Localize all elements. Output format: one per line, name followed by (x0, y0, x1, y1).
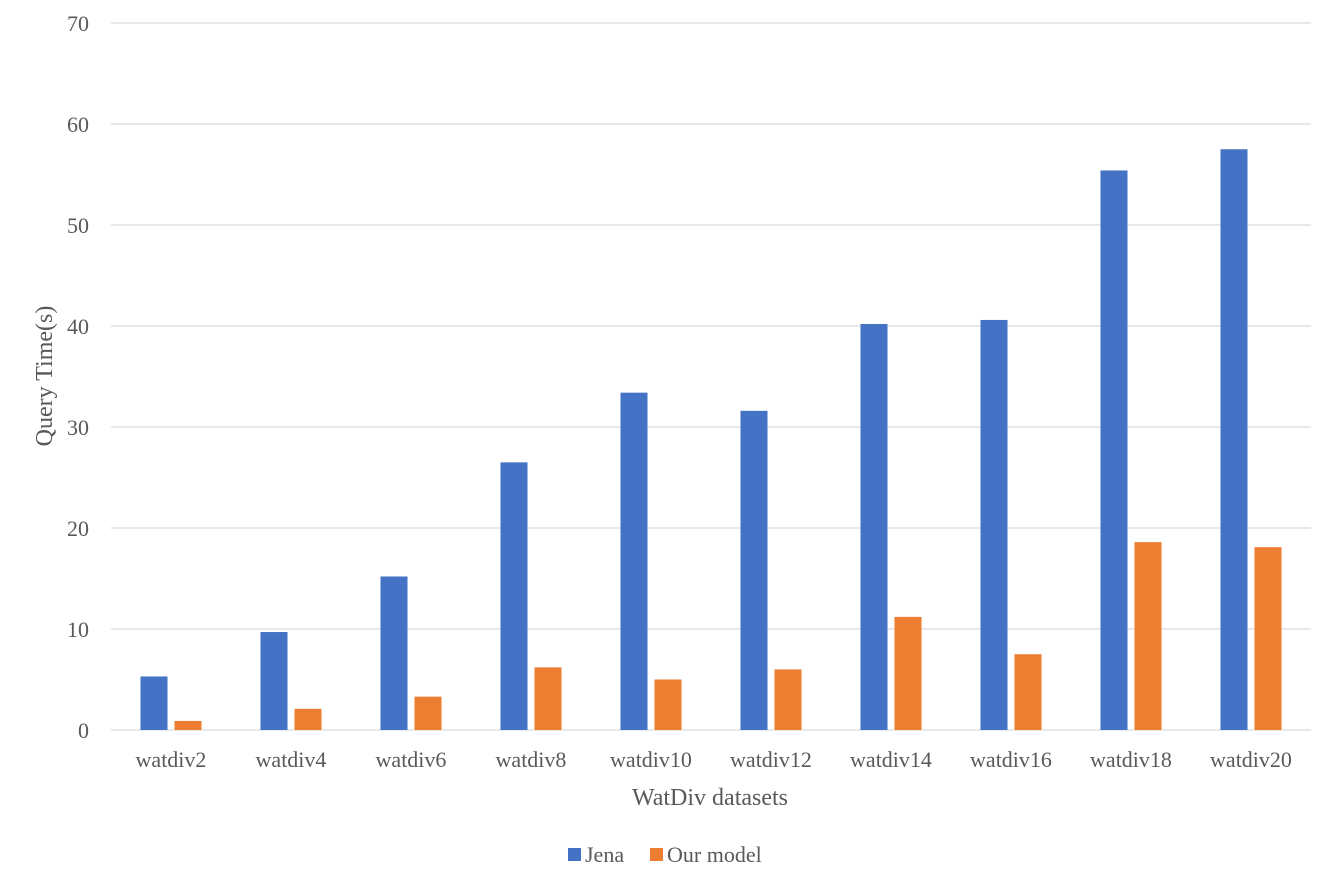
y-tick-label: 30 (67, 415, 89, 440)
bar-our-model-watdiv20 (1254, 547, 1282, 730)
legend-swatch (650, 848, 663, 861)
y-tick-label: 40 (67, 314, 89, 339)
y-axis-ticks: 0 10 20 30 40 50 60 70 (67, 11, 89, 743)
x-tick-label: watdiv8 (496, 747, 567, 772)
bar-jena-watdiv12 (740, 410, 768, 730)
bar-our-model-watdiv10 (654, 679, 682, 730)
legend: Jena Our model (568, 842, 762, 867)
bar-our-model-watdiv14 (894, 616, 922, 730)
bar-jena-watdiv6 (380, 576, 408, 730)
bar-jena-watdiv16 (980, 319, 1008, 730)
bar-jena-watdiv8 (500, 462, 528, 730)
y-tick-label: 50 (67, 213, 89, 238)
x-tick-label: watdiv18 (1090, 747, 1172, 772)
y-axis-title: Query Time(s) (32, 306, 58, 447)
y-tick-label: 60 (67, 112, 89, 137)
bar-our-model-watdiv8 (534, 667, 562, 730)
bar-our-model-watdiv4 (294, 708, 322, 730)
bar-jena-watdiv4 (260, 632, 288, 730)
bar-jena-watdiv2 (140, 676, 168, 730)
x-tick-label: watdiv20 (1210, 747, 1292, 772)
x-tick-label: watdiv2 (136, 747, 207, 772)
x-tick-label: watdiv6 (376, 747, 447, 772)
x-tick-label: watdiv16 (970, 747, 1052, 772)
bars (140, 149, 1282, 730)
bar-our-model-watdiv12 (774, 669, 802, 730)
x-tick-label: watdiv4 (256, 747, 327, 772)
y-tick-label: 20 (67, 516, 89, 541)
legend-swatch (568, 848, 581, 861)
x-tick-label: watdiv14 (850, 747, 932, 772)
bar-jena-watdiv20 (1220, 149, 1248, 730)
bar-jena-watdiv18 (1100, 170, 1128, 730)
bar-our-model-watdiv18 (1134, 542, 1162, 730)
x-axis-title: WatDiv datasets (632, 785, 788, 811)
bar-jena-watdiv14 (860, 323, 888, 730)
y-tick-label: 10 (67, 617, 89, 642)
x-tick-label: watdiv12 (730, 747, 812, 772)
x-tick-label: watdiv10 (610, 747, 692, 772)
bar-our-model-watdiv16 (1014, 654, 1042, 730)
bar-jena-watdiv10 (620, 392, 648, 730)
y-tick-label: 70 (67, 11, 89, 36)
bar-our-model-watdiv6 (414, 696, 442, 730)
legend-label: Jena (585, 842, 624, 867)
legend-label: Our model (667, 842, 762, 867)
gridlines (111, 22, 1311, 731)
bar-our-model-watdiv2 (174, 720, 202, 730)
x-axis-ticks: watdiv2 watdiv4 watdiv6 watdiv8 watdiv10 watd… (136, 747, 1292, 772)
y-tick-label: 0 (78, 718, 89, 743)
